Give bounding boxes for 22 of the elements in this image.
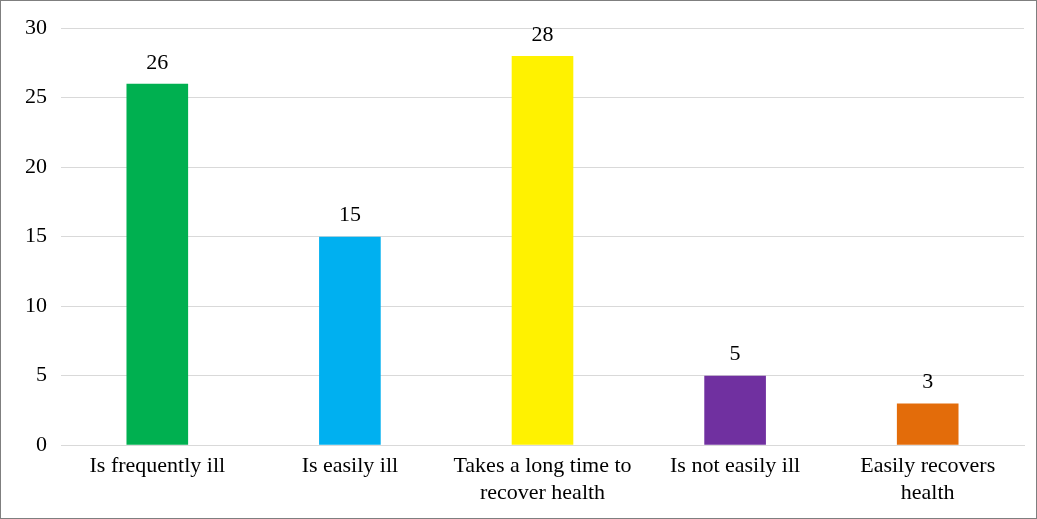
data-label: 5 [729,340,741,366]
bar [896,403,959,445]
y-tick-label: 10 [25,291,47,317]
bar [704,375,766,445]
x-tick-label: Is frequently ill [89,452,226,478]
bar [126,83,189,445]
x-tick-label: Is not easily ill [670,452,801,478]
x-tick-label: Easily recovers health [860,452,996,504]
y-tick-label: 30 [25,13,47,39]
y-tick-label: 20 [25,152,47,178]
x-tick-label: Is easily ill [301,452,399,478]
y-tick-label: 5 [36,361,47,387]
data-label: 15 [338,201,361,227]
bar [319,236,381,445]
data-label: 26 [146,48,169,74]
bar [511,56,574,445]
data-label: 28 [531,20,554,46]
y-tick-label: 25 [25,83,47,109]
y-tick-label: 0 [36,430,47,456]
y-tick-label: 15 [25,222,47,248]
data-label: 3 [922,368,934,394]
x-tick-label: Takes a long time to recover health [453,452,632,504]
